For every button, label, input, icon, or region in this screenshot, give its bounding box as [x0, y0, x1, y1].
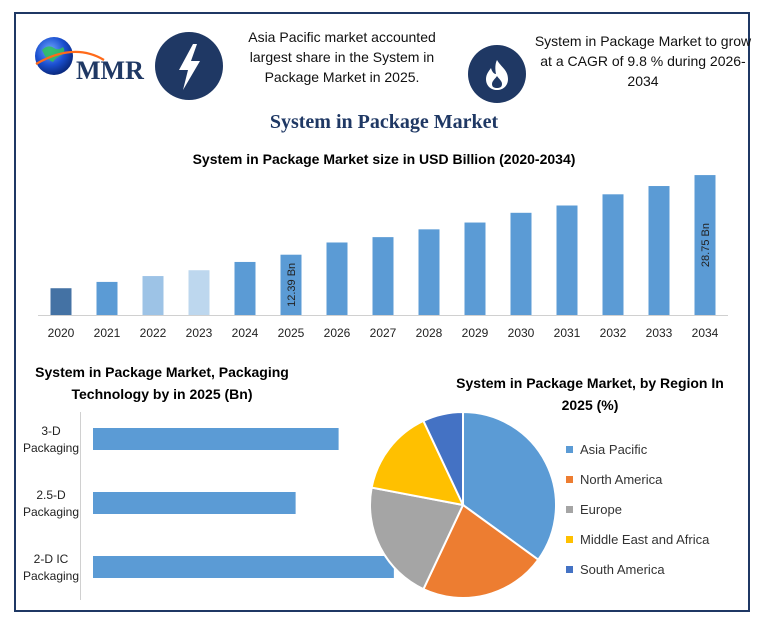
x-tick-label-2025: 2025 [278, 326, 305, 340]
bar-2024 [234, 261, 256, 315]
packaging-chart-title: System in Package Market, Packaging Tech… [35, 364, 289, 402]
pie-slice-4 [422, 410, 464, 506]
market-size-chart-title: System in Package Market size in USD Bil… [192, 151, 576, 167]
market-size-bar-chart: 2020 2021 2022 2023 2024 2025 12.39 Bn 2026 2027… [38, 175, 728, 340]
x-tick-label-2023: 2023 [186, 326, 213, 340]
hbar-0 [93, 428, 339, 450]
y-tick-label-2-1: Packaging [23, 569, 79, 583]
pie-slice-0 [462, 410, 557, 562]
bar-2025 [280, 254, 302, 315]
packaging-technology-bar-chart: 3-D Packaging 2.5-D Packaging 2-D IC Packagin… [23, 412, 394, 600]
legend-swatch [566, 475, 573, 483]
infographic-frame [14, 12, 750, 612]
y-tick-label-0-0: 3-D [41, 424, 61, 438]
legend-swatch [566, 535, 573, 543]
bar-2021 [96, 281, 118, 315]
hbar-2 [93, 556, 394, 578]
bar-2031 [556, 205, 578, 315]
x-tick-label-2032: 2032 [600, 326, 627, 340]
x-tick-label-2030: 2030 [508, 326, 535, 340]
legend-swatch [566, 445, 573, 453]
logo-text: MMR [76, 56, 144, 85]
mmr-logo: MMR [35, 37, 144, 85]
data-label-2025: 12.39 Bn [286, 263, 298, 307]
bar-2022 [142, 276, 164, 315]
x-tick-label-2022: 2022 [140, 326, 167, 340]
y-tick-label-0-1: Packaging [23, 441, 79, 455]
flame-badge [468, 45, 526, 103]
cagr-info-text: System in Package Market to grow at a CA… [534, 33, 752, 89]
legend-swatch [566, 505, 573, 513]
data-label-2034: 28.75 Bn [700, 223, 712, 267]
x-tick-label-2031: 2031 [554, 326, 581, 340]
lightning-badge [155, 32, 223, 100]
bar-2034 [694, 175, 716, 315]
legend-item: South America [566, 554, 746, 584]
region-legend: Asia Pacific North America Europe Middle Ea… [566, 434, 746, 584]
pie-slice-3 [370, 419, 465, 507]
bar-2028 [418, 229, 440, 315]
legend-item: Middle East and Africa [566, 524, 746, 554]
x-tick-label-2028: 2028 [416, 326, 443, 340]
x-tick-label-2027: 2027 [370, 326, 397, 340]
x-tick-label-2029: 2029 [462, 326, 489, 340]
x-tick-label-2033: 2033 [646, 326, 673, 340]
bar-2023 [188, 270, 210, 315]
y-tick-label-2-0: 2-D IC [34, 552, 69, 566]
x-tick-label-2026: 2026 [324, 326, 351, 340]
bar-2020 [50, 288, 72, 315]
bar-2033 [648, 186, 670, 315]
bar-2029 [464, 222, 486, 315]
x-tick-label-2020: 2020 [48, 326, 75, 340]
lightning-bolt-icon [179, 44, 200, 90]
flame-icon [486, 60, 508, 90]
legend-label: South America [580, 561, 665, 577]
x-tick-label-2021: 2021 [94, 326, 121, 340]
y-tick-label-1-1: Packaging [23, 505, 79, 519]
legend-swatch [566, 565, 573, 573]
legend-item: Asia Pacific [566, 434, 746, 464]
hbar-1 [93, 492, 296, 514]
asia-pacific-info-text: Asia Pacific market accounted largest sh… [248, 29, 436, 85]
legend-label: Middle East and Africa [580, 531, 710, 547]
legend-item: North America [566, 464, 746, 494]
bar-2032 [602, 194, 624, 315]
bar-2026 [326, 242, 348, 315]
bar-2030 [510, 212, 532, 315]
legend-label: Asia Pacific [580, 441, 648, 457]
y-tick-label-1-0: 2.5-D [36, 488, 66, 502]
page-title: System in Package Market [269, 111, 499, 133]
x-tick-label-2034: 2034 [692, 326, 719, 340]
legend-item: Europe [566, 494, 746, 524]
legend-label: North America [580, 471, 663, 487]
region-chart-title: System in Package Market, by Region In 2… [456, 375, 724, 413]
legend-label: Europe [580, 501, 622, 517]
region-pie-chart [369, 410, 557, 599]
bar-2027 [372, 237, 394, 315]
x-tick-label-2024: 2024 [232, 326, 259, 340]
pie-slice-2 [369, 486, 465, 591]
